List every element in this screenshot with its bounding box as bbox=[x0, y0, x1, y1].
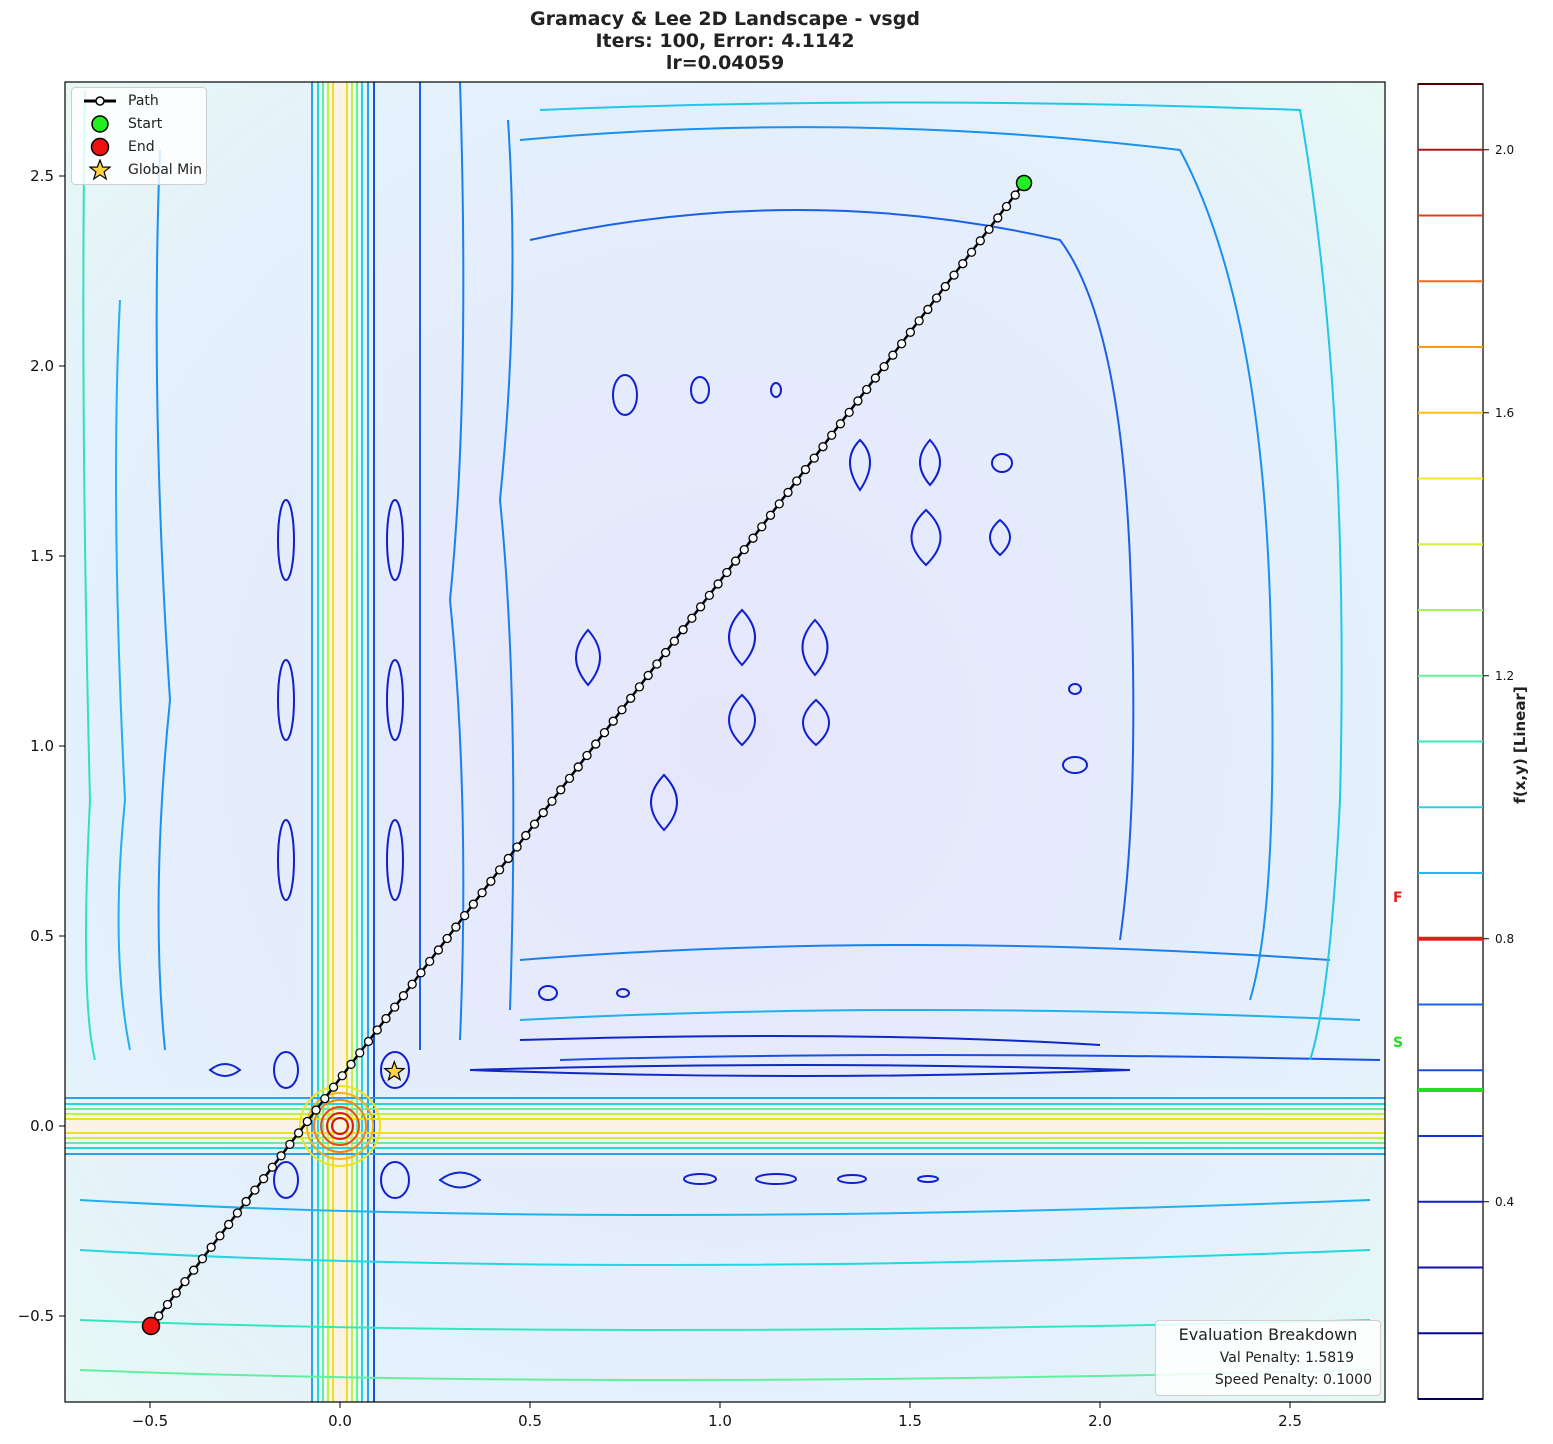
global-min-star-icon bbox=[383, 1059, 406, 1082]
evaluation-title: Evaluation Breakdown bbox=[1178, 1325, 1358, 1344]
colorbar-levels bbox=[1418, 83, 1483, 1400]
x-tick-label: −0.5 bbox=[132, 1412, 168, 1430]
x-axis: −0.5 0.0 0.5 1.0 1.5 2.0 2.5 bbox=[132, 1402, 1302, 1430]
y-tick-label: 2.5 bbox=[30, 167, 54, 185]
colorbar-tick-label: 1.2 bbox=[1495, 669, 1514, 683]
horizontal-ridge-contours bbox=[65, 1097, 1385, 1155]
colorbar-tick-label: 1.6 bbox=[1495, 406, 1514, 420]
path-markers bbox=[145, 178, 1029, 1333]
colorbar-label: f(x,y) [Linear] bbox=[1511, 686, 1529, 804]
y-tick-label: 1.0 bbox=[30, 737, 54, 755]
y-tick-label: 1.5 bbox=[30, 547, 54, 565]
x-tick-label: 2.5 bbox=[1278, 1412, 1302, 1430]
green-circle-icon bbox=[80, 113, 120, 135]
outer-wavy-contours bbox=[79, 82, 1381, 1381]
legend-item-path: Path bbox=[80, 90, 159, 112]
chart-title: Gramacy & Lee 2D Landscape - vsgd Iters:… bbox=[0, 8, 1450, 74]
title-line-2: Iters: 100, Error: 4.1142 bbox=[595, 30, 855, 52]
end-point bbox=[141, 1316, 161, 1336]
local-minima-contours bbox=[273, 374, 1088, 1199]
y-tick-label: 0.5 bbox=[30, 927, 54, 945]
y-axis: −0.5 0.0 0.5 1.0 1.5 2.0 2.5 bbox=[18, 167, 65, 1325]
x-tick-label: 1.5 bbox=[898, 1412, 922, 1430]
star-icon bbox=[80, 158, 120, 181]
colorbar-tick-label: 0.8 bbox=[1495, 932, 1514, 946]
legend: Path Start End Global Min bbox=[71, 87, 207, 185]
legend-item-end: End bbox=[80, 136, 155, 158]
y-tick-label: 2.0 bbox=[30, 357, 54, 375]
y-tick-label: −0.5 bbox=[18, 1307, 54, 1325]
plot-frame bbox=[64, 81, 1386, 1403]
colorbar-marker-f: F bbox=[1393, 890, 1403, 906]
colorbar-ticks: 0.4 0.8 1.2 1.6 2.0 bbox=[1483, 143, 1514, 1209]
speed-penalty: Speed Penalty: 0.1000 bbox=[1214, 1372, 1372, 1388]
x-tick-label: 0.5 bbox=[518, 1412, 542, 1430]
x-tick-label: 1.0 bbox=[708, 1412, 732, 1430]
start-point bbox=[1015, 174, 1033, 192]
x-tick-label: 2.0 bbox=[1088, 1412, 1112, 1430]
near-axis-contours bbox=[208, 1035, 1131, 1189]
path-line-icon bbox=[80, 90, 120, 112]
colorbar-tick-label: 2.0 bbox=[1495, 143, 1514, 157]
colorbar-tick-label: 0.4 bbox=[1495, 1195, 1514, 1209]
red-circle-icon bbox=[80, 136, 120, 158]
y-tick-label: 0.0 bbox=[30, 1117, 54, 1135]
evaluation-breakdown-box: Evaluation Breakdown Val Penalty: 1.5819… bbox=[1155, 1320, 1381, 1396]
legend-item-global-min: Global Min bbox=[80, 158, 202, 181]
vertical-ridge-contours bbox=[311, 82, 375, 1402]
legend-item-start: Start bbox=[80, 113, 162, 135]
title-line-1: Gramacy & Lee 2D Landscape - vsgd bbox=[530, 8, 920, 30]
title-line-3: lr=0.04059 bbox=[665, 52, 785, 74]
x-tick-label: 0.0 bbox=[328, 1412, 352, 1430]
colorbar-marker-s: S bbox=[1393, 1035, 1404, 1051]
optimizer-path bbox=[141, 174, 1033, 1336]
contour-plot-area bbox=[65, 82, 1385, 1402]
colorbar: 0.4 0.8 1.2 1.6 2.0 bbox=[1417, 83, 1514, 1400]
val-penalty: Val Penalty: 1.5819 bbox=[1219, 1350, 1354, 1366]
